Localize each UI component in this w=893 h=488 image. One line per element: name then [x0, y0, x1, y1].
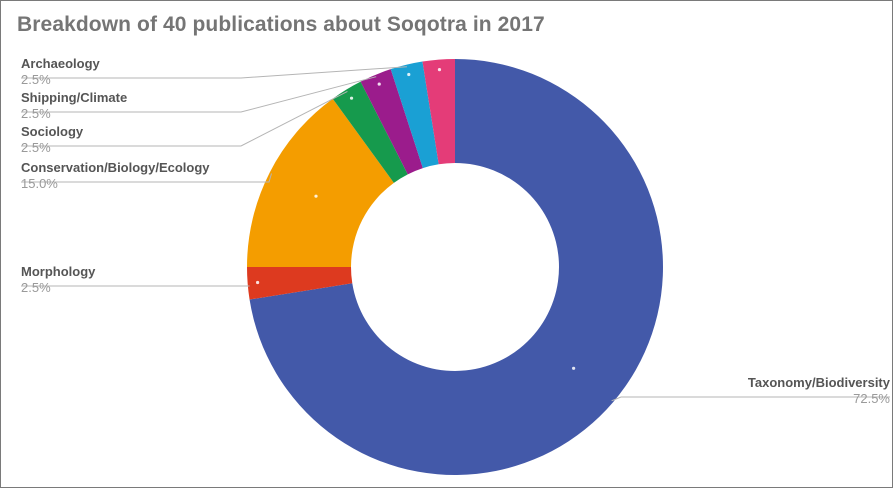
slice-label-archaeology: Archaeology	[21, 56, 101, 71]
leader-line-archaeology	[21, 66, 407, 79]
slice-morphology[interactable]	[247, 267, 353, 300]
slice-conservation-biology-ecology[interactable]	[247, 98, 394, 267]
slice-percent-archaeology: 2.5%	[21, 72, 51, 87]
slice-percent-morphology: 2.5%	[21, 280, 51, 295]
slice-label-taxonomy-biodiversity: Taxonomy/Biodiversity	[748, 375, 891, 390]
slice-archaeology[interactable]	[390, 61, 439, 169]
slice-sociology[interactable]	[332, 81, 408, 183]
slice-percent-conservation-biology-ecology: 15.0%	[21, 176, 58, 191]
slice-marker-shipping-climate	[377, 82, 381, 86]
chart-title: Breakdown of 40 publications about Soqot…	[17, 13, 545, 36]
labels-layer: Taxonomy/Biodiversity72.5%Morphology2.5%…	[21, 56, 891, 406]
leader-line-shipping-climate	[21, 76, 377, 113]
slice-percent-sociology: 2.5%	[21, 140, 51, 155]
slice-shipping-climate[interactable]	[360, 69, 423, 175]
slice-label-shipping-climate: Shipping/Climate	[21, 90, 127, 105]
slice-label-sociology: Sociology	[21, 124, 84, 139]
slice-marker-slice-6	[437, 68, 442, 72]
leader-line-sociology	[21, 90, 348, 147]
slice-percent-taxonomy-biodiversity: 72.5%	[853, 391, 890, 406]
slice-label-conservation-biology-ecology: Conservation/Biology/Ecology	[21, 160, 210, 175]
slice-label-morphology: Morphology	[21, 264, 96, 279]
leader-line-conservation-biology-ecology	[21, 173, 272, 183]
slice-taxonomy-biodiversity[interactable]	[249, 59, 663, 475]
slice-marker-taxonomy-biodiversity	[572, 366, 576, 370]
slice-marker-conservation-biology-ecology	[314, 194, 318, 198]
slice-slice-6[interactable]	[422, 58, 455, 165]
slices-layer	[247, 58, 663, 475]
slice-percent-shipping-climate: 2.5%	[21, 106, 51, 121]
slice-marker-sociology	[349, 96, 354, 100]
leader-lines-layer	[21, 66, 890, 402]
leader-line-taxonomy-biodiversity	[611, 396, 890, 402]
slice-marker-archaeology	[407, 72, 411, 77]
slice-marker-morphology	[256, 280, 260, 285]
